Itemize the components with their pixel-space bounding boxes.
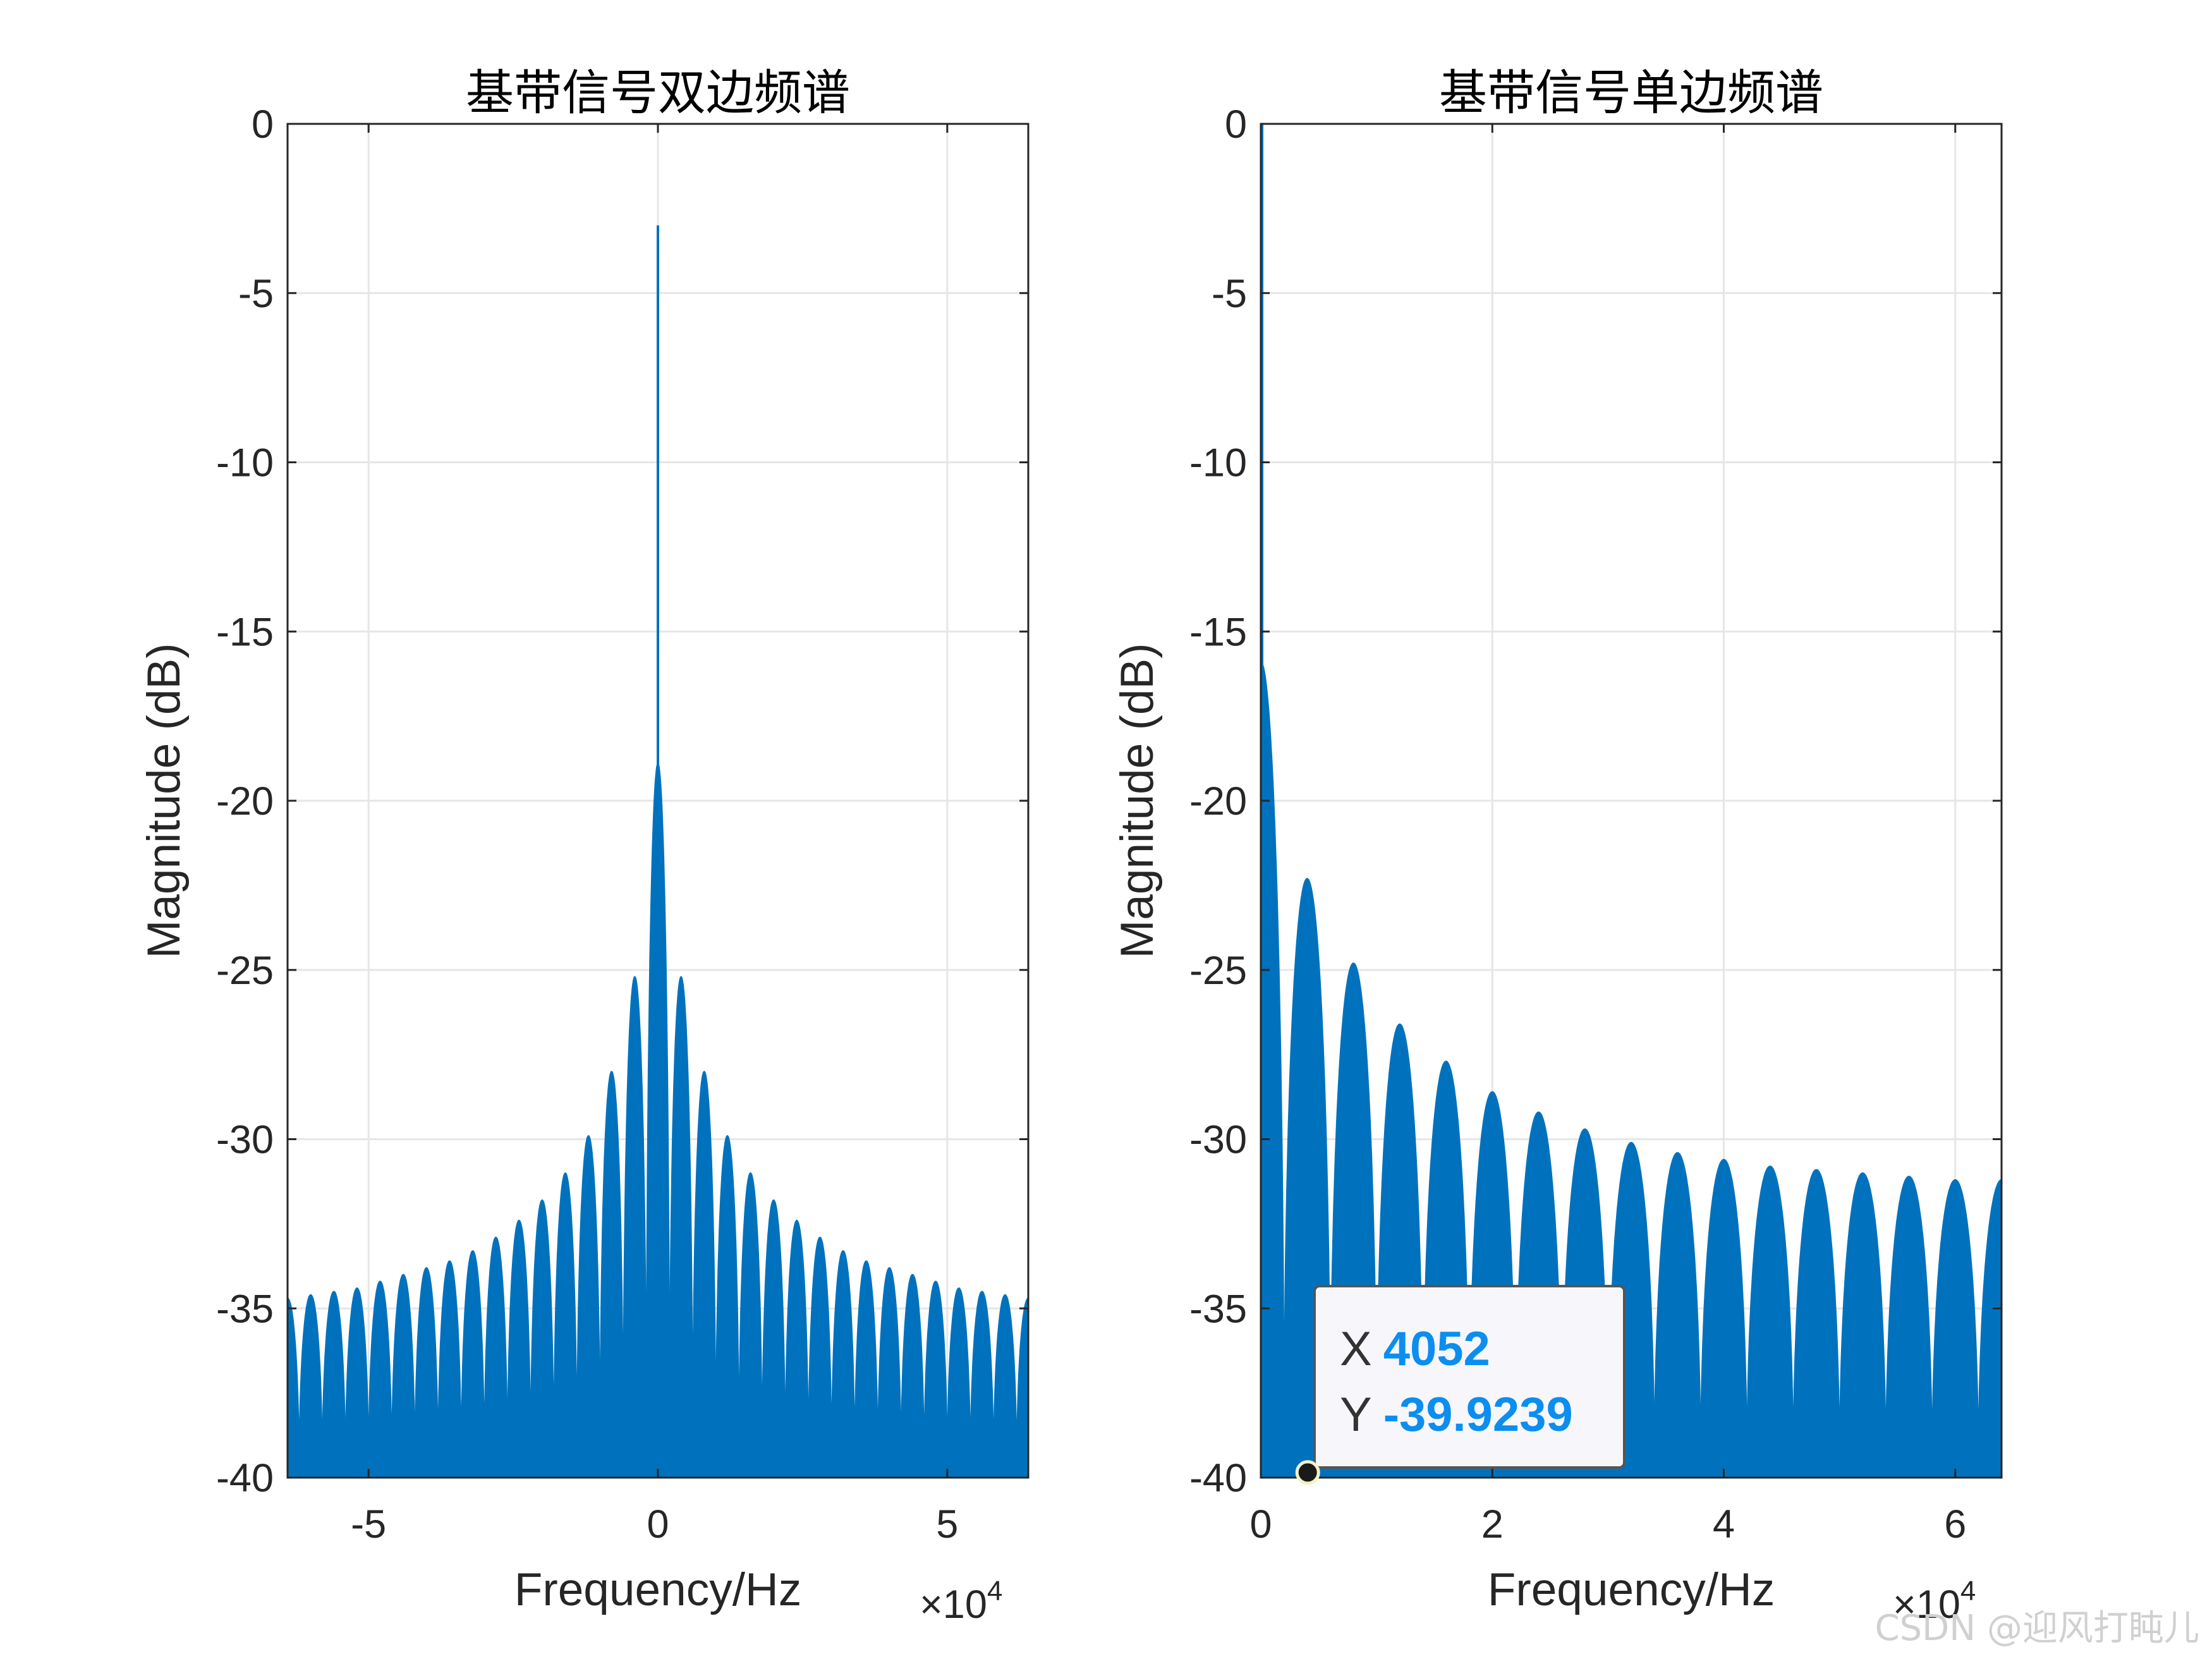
y-tick-label: -35 [1189,1287,1247,1331]
double-sided-spectrum-axes: -5 0 5 0 -5 -10 -15 -20 -25 -30 -35 -40 基带信号双边频谱 Fr… [138,64,1030,1627]
y-tick-label: -15 [216,610,274,654]
data-tip-x-row: X 4052 [1340,1322,1490,1376]
tick-labels: -5 0 5 0 -5 -10 -15 -20 -25 -30 -35 -40 [216,102,958,1547]
x-axis-label: Frequency/Hz [1488,1564,1775,1615]
axes-frame [1260,123,2003,1479]
y-tick-label: -35 [216,1287,274,1331]
axes-frame [286,123,1030,1479]
data-tip[interactable]: X 4052 Y -39.9239 [1295,1285,1626,1485]
spectrum-fill [1260,660,2002,1478]
y-tick-label: -5 [238,272,274,316]
y-tick-label: 0 [252,102,274,147]
y-tick-label: -25 [216,949,274,993]
chart-title: 基带信号单边频谱 [1439,64,1823,121]
y-tick-label: -30 [1189,1118,1247,1162]
y-tick-label: -5 [1212,272,1247,316]
y-axis-label: Magnitude (dB) [1112,643,1163,958]
y-tick-label: -10 [1189,441,1247,485]
y-tick-label: -40 [216,1456,274,1500]
y-axis-label: Magnitude (dB) [138,643,190,958]
y-tick-label: -20 [1189,779,1247,823]
x-tick-label: 2 [1481,1502,1504,1547]
chart-title: 基带信号双边频谱 [466,64,850,121]
y-tick-label: -30 [216,1118,274,1162]
x-tick-label: 0 [647,1502,669,1547]
watermark: CSDN @迎风打盹儿 [1875,1608,2199,1649]
data-tip-y-row: Y -39.9239 [1340,1388,1573,1442]
x-exponent-label: ×104 [920,1576,1002,1627]
x-tick-label: -5 [351,1502,386,1547]
y-tick-label: -20 [216,779,274,823]
x-tick-label: 4 [1713,1502,1735,1547]
x-axis-label: Frequency/Hz [514,1564,801,1615]
y-tick-label: -10 [216,441,274,485]
x-exponent-label: ×104 [1893,1576,1976,1627]
data-tip-box [1313,1285,1626,1469]
tick-labels: 0 2 4 6 0 -5 -10 -15 -20 -25 -30 -35 -40 [1189,102,1966,1547]
y-tick-label: -15 [1189,610,1247,654]
spectrum-trace [287,225,1029,1478]
data-tip-marker[interactable] [1295,1460,1320,1485]
y-tick-label: -40 [1189,1456,1247,1500]
x-tick-label: 5 [936,1502,958,1547]
y-tick-label: 0 [1225,102,1247,147]
y-tick-label: -25 [1189,949,1247,993]
single-sided-spectrum-axes: 0 2 4 6 0 -5 -10 -15 -20 -25 -30 -35 -40 基带信号单边频谱 Fr… [1112,64,2003,1627]
x-tick-label: 6 [1944,1502,1966,1547]
x-tick-label: 0 [1249,1502,1272,1547]
